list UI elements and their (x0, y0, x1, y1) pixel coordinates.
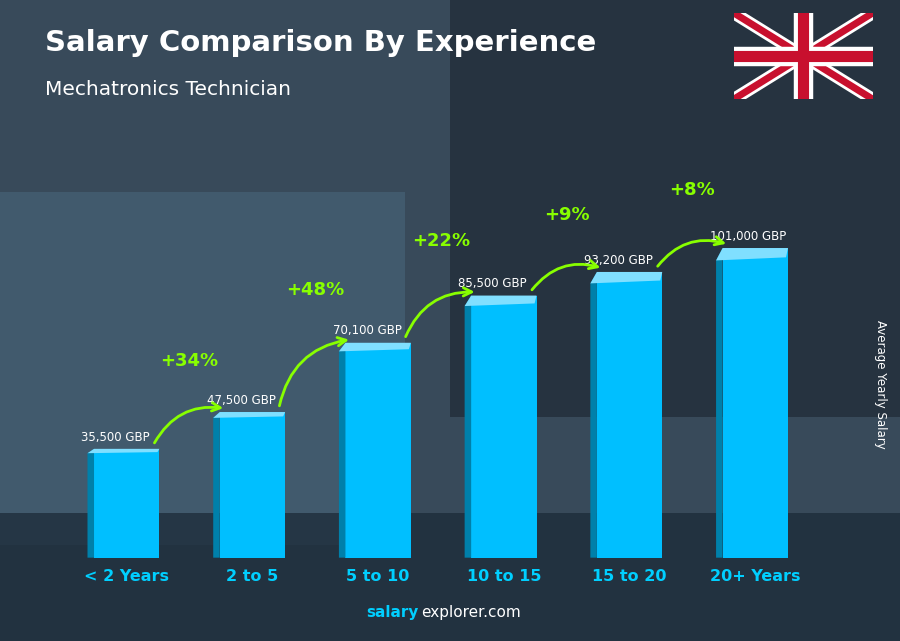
Polygon shape (339, 343, 410, 351)
Polygon shape (87, 449, 159, 453)
Polygon shape (464, 296, 536, 306)
Text: Average Yearly Salary: Average Yearly Salary (874, 320, 886, 449)
Bar (0, 513, 900, 641)
Text: +22%: +22% (412, 232, 470, 250)
Text: Mechatronics Technician: Mechatronics Technician (45, 80, 291, 99)
Text: +8%: +8% (670, 181, 716, 199)
Polygon shape (716, 248, 723, 558)
Polygon shape (464, 296, 472, 558)
Polygon shape (716, 248, 788, 260)
Text: 35,500 GBP: 35,500 GBP (81, 431, 149, 444)
Bar (450, 0, 900, 417)
Text: 85,500 GBP: 85,500 GBP (458, 278, 527, 290)
Text: +48%: +48% (286, 281, 345, 299)
Text: explorer.com: explorer.com (421, 604, 521, 620)
Polygon shape (339, 343, 346, 558)
Text: 70,100 GBP: 70,100 GBP (333, 324, 401, 337)
Bar (94, 449, 159, 558)
Polygon shape (590, 272, 662, 283)
Text: +9%: +9% (544, 206, 590, 224)
Polygon shape (213, 412, 220, 558)
Polygon shape (590, 272, 597, 558)
Polygon shape (87, 449, 94, 558)
Text: Salary Comparison By Experience: Salary Comparison By Experience (45, 29, 596, 57)
Text: 47,500 GBP: 47,500 GBP (207, 394, 275, 407)
Text: salary: salary (366, 604, 418, 620)
Bar (0, 192, 405, 545)
Bar (723, 248, 788, 558)
Polygon shape (213, 412, 285, 418)
Text: +34%: +34% (160, 352, 219, 370)
Bar (346, 343, 410, 558)
Bar (472, 296, 536, 558)
Text: 93,200 GBP: 93,200 GBP (584, 254, 652, 267)
Bar (220, 412, 285, 558)
Bar (597, 272, 662, 558)
Text: 101,000 GBP: 101,000 GBP (710, 229, 786, 243)
